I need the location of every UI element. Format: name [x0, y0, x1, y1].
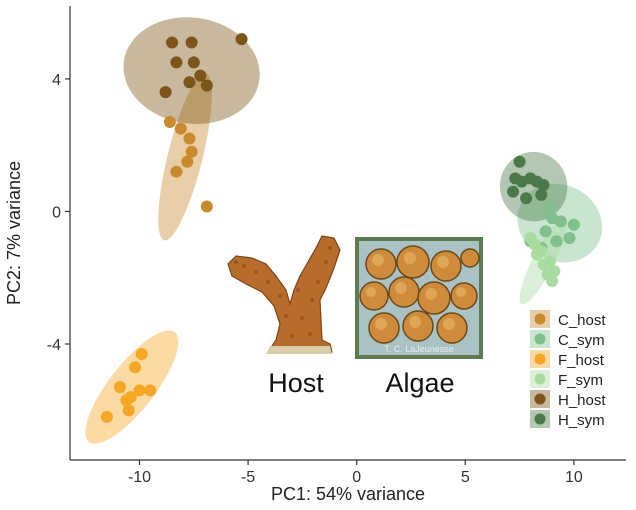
point-c-sym [543, 202, 556, 215]
x-tick-label: -5 [241, 469, 255, 486]
legend-marker-h-host [534, 393, 546, 405]
algae-micrograph-image: T. C. LaJeunesse [355, 237, 483, 359]
x-tick-label: 0 [352, 469, 361, 486]
x-axis-title: PC1: 54% variance [271, 484, 425, 504]
point-f-sym [543, 255, 556, 268]
legend: C_host C_sym F_host F_sym H_host H_sym [530, 310, 606, 429]
point-f-host [120, 394, 133, 407]
x-tick-label: 5 [461, 469, 470, 486]
legend-marker-f-host [534, 353, 546, 365]
legend-label-h-sym: H_sym [558, 412, 605, 429]
point-h-host [159, 86, 172, 99]
legend-marker-f-sym [534, 373, 546, 385]
x-tick-label: 10 [565, 469, 583, 486]
point-c-host [170, 165, 183, 178]
point-c-sym [563, 231, 576, 244]
point-h-sym [537, 178, 550, 191]
point-h-host [200, 79, 213, 92]
host-coral-image [227, 235, 341, 354]
point-f-host [129, 361, 142, 374]
photo-credit: T. C. LaJeunesse [384, 344, 454, 354]
point-c-sym [567, 218, 580, 231]
y-axis-title: PC2: 7% variance [4, 161, 24, 305]
point-h-sym [513, 155, 526, 168]
point-h-sym [509, 172, 522, 185]
point-c-sym [546, 212, 559, 225]
y-tick-label: 0 [52, 204, 61, 221]
point-c-host [163, 115, 176, 128]
point-h-sym [507, 185, 520, 198]
point-f-host [122, 404, 135, 417]
legend-label-f-sym: F_sym [558, 372, 603, 389]
legend-marker-c-host [534, 313, 546, 325]
y-tick-label: 4 [52, 72, 61, 89]
point-h-host [194, 69, 207, 82]
host-label: Host [268, 368, 324, 398]
ellipse-h-host [123, 17, 260, 124]
point-f-host [144, 384, 157, 397]
point-f-host [113, 381, 126, 394]
x-tick-label: -10 [128, 469, 151, 486]
data-points [100, 33, 580, 423]
point-c-host [200, 200, 213, 213]
point-c-sym [550, 235, 563, 248]
point-f-host [135, 347, 148, 360]
point-c-host [185, 145, 198, 158]
point-h-sym [535, 188, 548, 201]
point-f-sym [546, 275, 559, 288]
point-h-host [170, 56, 183, 69]
point-c-sym [539, 225, 552, 238]
point-f-host [100, 410, 113, 423]
legend-label-c-host: C_host [558, 312, 606, 329]
point-f-host [133, 384, 146, 397]
legend-marker-h-sym [534, 413, 546, 425]
y-tick-label: -4 [47, 337, 61, 354]
point-f-sym [535, 245, 548, 258]
axis-ticks: -10 -5 0 5 10 -4 0 4 [47, 72, 583, 486]
point-h-host [187, 56, 200, 69]
point-c-host [181, 155, 194, 168]
point-h-host [235, 33, 248, 46]
point-c-host [174, 122, 187, 135]
point-h-host [166, 36, 179, 49]
point-c-host [183, 132, 196, 145]
legend-label-f-host: F_host [558, 352, 605, 369]
legend-label-h-host: H_host [558, 392, 606, 409]
point-f-sym [548, 265, 561, 278]
legend-label-c-sym: C_sym [558, 332, 605, 349]
algae-label: Algae [385, 368, 454, 398]
point-h-sym [520, 192, 533, 205]
point-h-host [185, 36, 198, 49]
legend-marker-c-sym [534, 333, 546, 345]
point-h-host [183, 76, 196, 89]
